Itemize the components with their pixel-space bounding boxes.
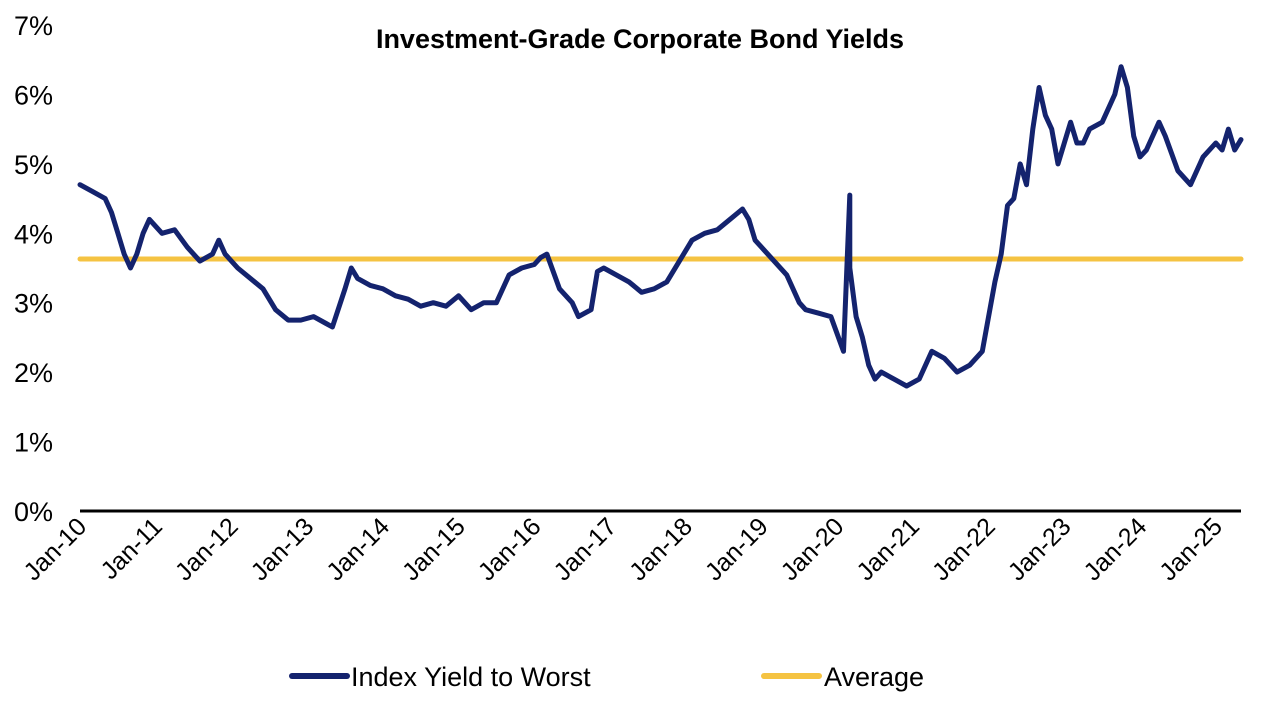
legend-label-yield: Index Yield to Worst	[351, 662, 591, 692]
legend-label-average: Average	[824, 662, 924, 692]
x-tick-label: Jan-23	[1003, 512, 1077, 586]
y-tick-label: 2%	[14, 358, 53, 388]
chart-title: Investment-Grade Corporate Bond Yields	[376, 24, 904, 54]
x-tick-label: Jan-18	[624, 512, 698, 586]
x-tick-label: Jan-25	[1154, 512, 1228, 586]
x-tick-label: Jan-11	[95, 512, 168, 585]
y-tick-label: 1%	[14, 428, 53, 458]
legend: Index Yield to Worst Average	[289, 662, 924, 692]
x-tick-label: Jan-14	[321, 512, 395, 586]
series-line-index-yield-to-worst	[77, 64, 1244, 389]
x-tick-label: Jan-17	[548, 512, 622, 586]
legend-item-average: Average	[761, 662, 924, 692]
x-tick-label: Jan-16	[473, 512, 547, 586]
x-tick-label: Jan-22	[927, 512, 1001, 586]
x-tick-label: Jan-20	[776, 512, 850, 586]
plot-area	[77, 64, 1244, 389]
x-axis-ticks: Jan-10 Jan-11 Jan-12 Jan-13 Jan-14 Jan-15 Jan-…	[18, 512, 1228, 586]
y-axis-ticks: 0% 1% 2% 3% 4% 5% 6% 7%	[14, 11, 53, 527]
x-tick-label: Jan-21	[851, 512, 925, 586]
y-tick-label: 4%	[14, 219, 53, 249]
y-tick-label: 0%	[14, 497, 53, 527]
y-tick-label: 7%	[14, 11, 53, 41]
x-tick-label: Jan-13	[246, 512, 320, 586]
y-tick-label: 3%	[14, 289, 53, 319]
x-tick-label: Jan-24	[1078, 512, 1152, 586]
y-tick-label: 5%	[14, 150, 53, 180]
x-tick-label: Jan-15	[397, 512, 471, 586]
y-tick-label: 6%	[14, 80, 53, 110]
x-tick-label: Jan-12	[170, 512, 244, 586]
legend-item-yield: Index Yield to Worst	[289, 662, 591, 692]
x-tick-label: Jan-19	[700, 512, 774, 586]
